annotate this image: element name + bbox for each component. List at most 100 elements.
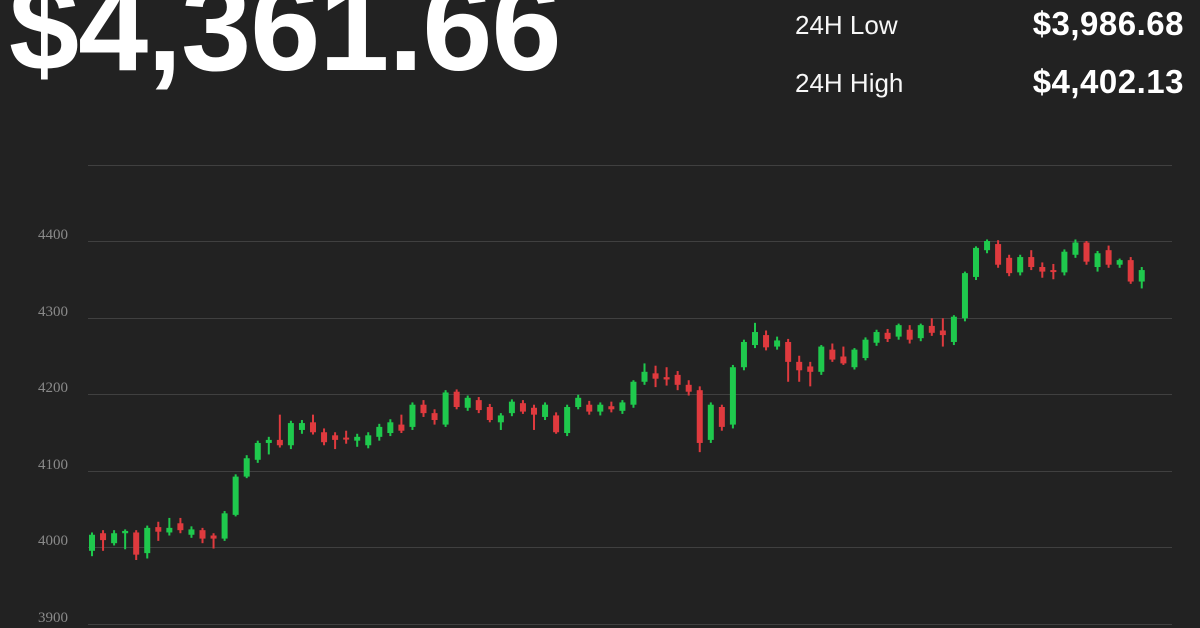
candle-body-down (785, 341, 792, 362)
candle-body-up (917, 325, 924, 339)
candle-body-up (961, 273, 968, 319)
candle-body-up (387, 422, 394, 434)
candle-body-up (1094, 253, 1101, 268)
candle-body-up (895, 325, 902, 337)
candle-body-down (1039, 267, 1046, 272)
candle-body-up (464, 397, 471, 408)
candle-wick-down (334, 432, 337, 450)
candle-body-down (796, 361, 803, 371)
candle-wick-up (168, 517, 171, 536)
candle-body-down (1006, 257, 1013, 274)
candle-body-up (365, 435, 372, 446)
candle-body-down (531, 407, 537, 415)
candle-wick-down (345, 430, 348, 444)
candle-body-down (995, 244, 1002, 265)
candle-body-down (486, 407, 493, 421)
y-tick-label: 3900 (38, 610, 68, 626)
candle-body-up (1116, 260, 1123, 265)
candle-body-down (210, 535, 217, 539)
candle-body-up (752, 332, 758, 346)
candle-body-down (807, 366, 814, 372)
candle-body-up (287, 423, 294, 446)
candle-body-down (475, 400, 482, 411)
candle-body-up (354, 436, 361, 441)
candle-wick-down (400, 414, 403, 434)
candle-body-up (873, 332, 880, 343)
candle-body-up (740, 341, 747, 368)
candle-body-up (1138, 270, 1145, 282)
candle-body-up (265, 439, 272, 443)
candle-body-down (1105, 250, 1112, 265)
candle-body-down (663, 377, 670, 380)
candle-body-down (519, 403, 526, 412)
candle-wick-down (842, 346, 845, 365)
candle-body-up (497, 415, 504, 423)
candle-body-up (144, 527, 151, 554)
candle-body-down (398, 424, 405, 431)
candle-body-up (166, 527, 173, 533)
stat-label-24h-high: 24H High (795, 68, 904, 98)
candle-body-up (188, 529, 195, 535)
candle-body-up (376, 426, 383, 437)
candle-body-up (984, 241, 991, 251)
candle-body-up (851, 349, 858, 368)
candle-body-down (420, 404, 427, 414)
candle-body-up (973, 247, 979, 277)
candle-body-down (321, 432, 328, 443)
y-tick-label: 4300 (38, 304, 68, 320)
y-tick-label: 4100 (38, 457, 68, 473)
candle-body-down (763, 335, 770, 348)
candle-body-up (818, 346, 825, 372)
candle-wick-down (809, 361, 812, 387)
candle-body-down (1028, 257, 1035, 268)
y-tick-label: 4000 (38, 533, 68, 549)
candle-body-up (243, 458, 250, 477)
candle-body-up (89, 534, 95, 551)
candle-body-down (674, 374, 681, 385)
candle-body-down (884, 332, 891, 339)
candle-body-up (619, 402, 626, 411)
candle-body-down (586, 404, 593, 412)
candle-body-up (641, 371, 648, 382)
candle-body-down (133, 532, 140, 555)
candle-body-up (564, 407, 571, 434)
candle-body-up (232, 476, 239, 515)
candle-body-down (199, 530, 206, 539)
y-tick-label: 4200 (38, 380, 68, 396)
candle-body-up (254, 442, 261, 460)
candle-body-up (221, 513, 228, 539)
candle-body-up (1061, 251, 1068, 273)
candle-body-down (276, 439, 283, 446)
candle-body-down (1127, 260, 1134, 282)
candle-wick-down (665, 367, 668, 386)
candle-body-down (100, 533, 107, 541)
candle-wick-down (212, 533, 215, 549)
candle-body-up (298, 423, 305, 430)
y-tick-label: 4400 (38, 227, 68, 243)
candle-body-down (343, 437, 350, 440)
candle-body-down (332, 435, 339, 440)
candle-body-down (696, 390, 703, 443)
candle-body-down (1083, 242, 1090, 262)
candle-body-down (939, 330, 946, 336)
candle-body-down (310, 422, 316, 433)
candle-body-up (409, 404, 416, 427)
candle-body-down (1050, 270, 1057, 273)
candle-body-down (155, 527, 162, 532)
candle-body-up (774, 340, 781, 347)
candle-wick-down (533, 404, 535, 430)
candle-body-down (608, 406, 615, 410)
candle-body-up (597, 404, 604, 412)
candle-body-up (1017, 257, 1024, 273)
candle-body-down (453, 391, 460, 408)
candle-body-down (829, 349, 836, 360)
candle-body-down (906, 329, 913, 340)
candle-body-down (718, 407, 725, 427)
candle-body-up (575, 397, 582, 408)
candle-wick-up (124, 529, 127, 550)
candle-body-up (1072, 242, 1079, 255)
candle-body-up (630, 381, 637, 405)
candle-body-up (122, 530, 129, 534)
candle-body-up (508, 401, 515, 414)
